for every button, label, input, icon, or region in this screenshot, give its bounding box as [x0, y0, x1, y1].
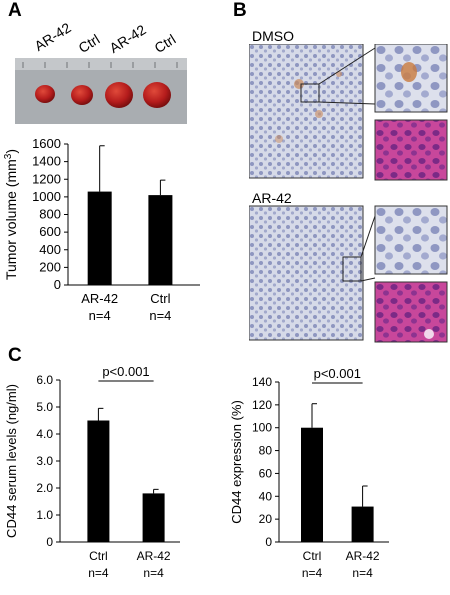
- y-tick-label: 60: [259, 466, 273, 480]
- tumor-3: [105, 82, 133, 108]
- bar: [301, 427, 323, 542]
- panel-letter-c: C: [8, 345, 22, 366]
- panel-letter-b: B: [233, 0, 247, 21]
- x-tick-label: AR-42: [346, 549, 380, 563]
- x-tick-label: n=4: [143, 566, 164, 580]
- ar42-ihc-image: [249, 205, 364, 341]
- x-tick-label: n=4: [149, 308, 171, 323]
- y-tick-label: 200: [39, 259, 61, 274]
- tumor-2: [71, 85, 93, 105]
- photo-label-ar42-2: AR-42: [106, 21, 149, 56]
- y-axis-label: Tumor volume (mm3): [3, 149, 19, 280]
- significance-label: p<0.001: [314, 366, 361, 381]
- y-tick-label: 2.0: [36, 481, 53, 495]
- bar: [87, 420, 110, 542]
- significance-label: p<0.001: [102, 364, 149, 379]
- micrographs: [249, 44, 448, 343]
- bar: [148, 195, 173, 285]
- tumor-4: [143, 82, 171, 108]
- label-dmso: DMSO: [252, 28, 294, 44]
- y-tick-label: 1.0: [36, 508, 53, 522]
- y-tick-label: 600: [39, 224, 61, 239]
- y-tick-label: 120: [252, 398, 272, 412]
- bar: [351, 506, 374, 542]
- dmso-he-image: [374, 119, 448, 181]
- y-tick-label: 1400: [32, 154, 61, 169]
- x-tick-label: Ctrl: [150, 291, 170, 306]
- cd44-serum-chart: 0 1.0 2.0 3.0 4.0 5.0 6.0 Ctrl n=4 AR-42 n=4 CD44 s…: [4, 364, 180, 580]
- photo-label-ctrl-1: Ctrl: [75, 30, 103, 56]
- y-tick-label: 3.0: [36, 454, 53, 468]
- x-tick-label: n=4: [89, 308, 111, 323]
- x-tick-label: AR-42: [81, 291, 118, 306]
- x-tick-label: n=4: [88, 566, 109, 580]
- y-tick-label: 1200: [32, 171, 61, 186]
- y-tick-label: 80: [259, 444, 273, 458]
- ar42-he-image: [374, 281, 448, 343]
- x-tick-label: Ctrl: [303, 549, 322, 563]
- bar: [142, 493, 165, 542]
- tumor-1: [35, 85, 55, 103]
- bar: [87, 191, 112, 285]
- photo-label-ctrl-2: Ctrl: [151, 30, 179, 56]
- x-tick-label: n=4: [302, 566, 323, 580]
- photo-label-ar42-1: AR-42: [31, 19, 74, 54]
- y-tick-label: 400: [39, 242, 61, 257]
- y-tick-label: 140: [252, 375, 272, 389]
- cd44-expression-chart: 0 20 40 60 80 100 120 140 Ctrl n=4 AR-42 n=4 CD44 ex…: [229, 366, 389, 580]
- y-tick-label: 20: [259, 512, 273, 526]
- tumor-volume-chart: 0 200 400 600 800 1000 1200 1400 1600 AR-42 n=4 Ctr…: [3, 136, 200, 323]
- panel-letter-a: A: [8, 0, 22, 21]
- tumor-photo: [15, 58, 187, 124]
- y-tick-label: 6.0: [36, 373, 53, 387]
- y-axis-label: CD44 expression (%): [229, 400, 244, 524]
- y-tick-label: 800: [39, 207, 61, 222]
- y-tick-label: 0: [265, 535, 272, 549]
- y-tick-label: 40: [259, 489, 273, 503]
- x-tick-label: AR-42: [137, 549, 171, 563]
- y-tick-label: 4.0: [36, 427, 53, 441]
- y-tick-label: 1600: [32, 136, 61, 151]
- label-ar42: AR-42: [252, 190, 292, 206]
- x-tick-label: n=4: [352, 566, 373, 580]
- dmso-ihc-image: [249, 44, 364, 179]
- ar42-ihc-zoom: [374, 205, 448, 275]
- y-tick-label: 0: [54, 277, 61, 292]
- y-tick-label: 5.0: [36, 400, 53, 414]
- y-axis-label: CD44 serum levels (ng/ml): [4, 384, 19, 538]
- x-tick-label: Ctrl: [89, 549, 108, 563]
- y-tick-label: 0: [46, 535, 53, 549]
- y-tick-label: 100: [252, 421, 272, 435]
- y-tick-label: 1000: [32, 189, 61, 204]
